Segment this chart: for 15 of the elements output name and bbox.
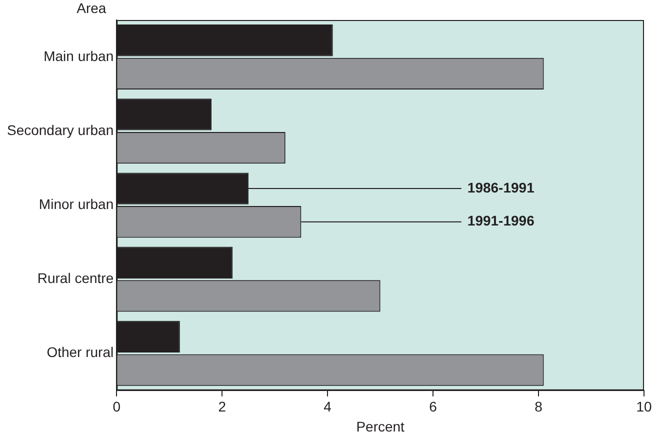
y-tick-label: Main urban bbox=[44, 48, 114, 64]
y-tick-label: Rural centre bbox=[37, 270, 114, 286]
x-tick-label: 0 bbox=[112, 398, 121, 415]
x-tick-label: 6 bbox=[429, 398, 438, 415]
y-tick-label: Minor urban bbox=[38, 196, 114, 212]
y-axis-title: Area bbox=[76, 0, 106, 16]
text: 1991-1996 bbox=[467, 212, 535, 229]
x-tick-label: 10 bbox=[636, 398, 652, 415]
x-axis-title: Percent bbox=[356, 418, 405, 434]
x-tick-label: 8 bbox=[534, 398, 543, 415]
x-tick-label: 2 bbox=[218, 398, 226, 415]
text: 1986-1991 bbox=[467, 179, 535, 196]
x-tick-label: 4 bbox=[324, 398, 332, 415]
y-tick-label: Other rural bbox=[46, 344, 114, 360]
y-tick-label: Secondary urban bbox=[6, 122, 114, 138]
